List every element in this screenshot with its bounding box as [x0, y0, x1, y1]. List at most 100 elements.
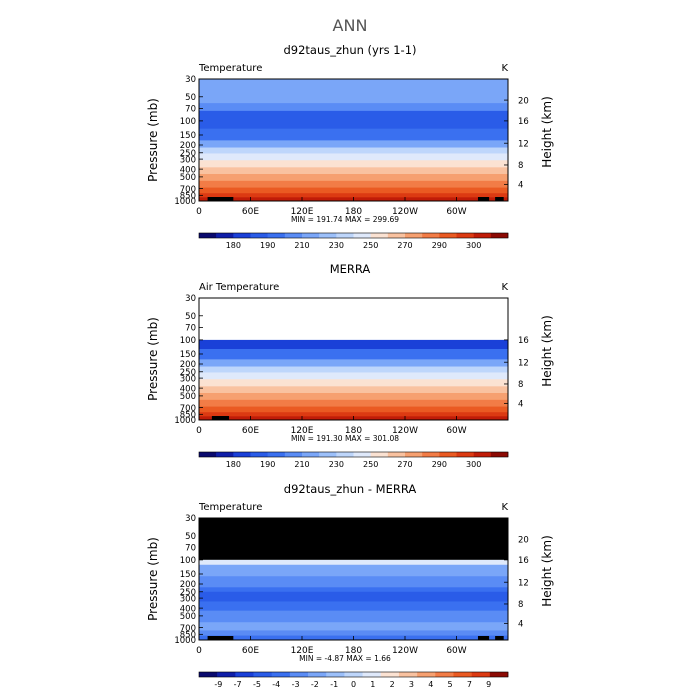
colorbar-swatch [267, 452, 286, 457]
contour-band [199, 610, 508, 623]
colorbar-label: -9 [214, 680, 222, 689]
y-tick-label: 100 [180, 336, 196, 346]
colorbar-swatch [235, 672, 254, 677]
colorbar-label: 250 [363, 460, 378, 469]
colorbar-label: 230 [329, 460, 344, 469]
contour-band [199, 79, 508, 104]
colorbar-swatch [422, 233, 440, 238]
colorbar-swatch [405, 233, 423, 238]
y-tick-label: 50 [185, 312, 196, 322]
min-max-stats: MIN = -4.87 MAX = 1.66 [299, 654, 391, 663]
colorbar-swatch [199, 672, 218, 677]
topography-mask [217, 636, 234, 640]
colorbar-swatch [271, 672, 291, 677]
colorbar-label: 300 [466, 241, 481, 250]
x-tick-label: 0 [196, 207, 202, 217]
contour-band [199, 173, 508, 182]
colorbar-swatch [302, 452, 320, 457]
x-tick-label: 60W [446, 207, 466, 217]
contour-band [199, 587, 508, 593]
y-tick-label: 500 [180, 612, 196, 622]
x-tick-label: 120W [392, 646, 418, 656]
colorbar-swatch [336, 452, 354, 457]
contour-band [199, 110, 508, 130]
topography-mask [211, 416, 230, 420]
colorbar-swatch [250, 233, 268, 238]
colorbar-label: 270 [397, 460, 412, 469]
colorbar-swatch [473, 233, 492, 238]
colorbar-swatch [456, 452, 474, 457]
contour-band [199, 167, 508, 175]
colorbar-swatch [405, 452, 423, 457]
contour-band [199, 372, 508, 380]
x-tick-label: 180 [345, 426, 362, 436]
y-tick-label: 70 [185, 324, 196, 334]
colorbar-swatch [199, 452, 217, 457]
y-tick-label: 1000 [174, 197, 196, 207]
panel-title: d92taus_zhun - MERRA [284, 482, 417, 496]
y-tick-label: 500 [180, 392, 196, 402]
colorbar-label: 270 [397, 241, 412, 250]
contour-band [199, 103, 508, 112]
colorbar-swatch [319, 233, 337, 238]
colorbar-swatch [319, 452, 337, 457]
colorbar-label: 210 [294, 241, 309, 250]
panel-left-label: Air Temperature [199, 282, 279, 293]
y-tick-label: 150 [180, 131, 196, 141]
colorbar-swatch [370, 452, 389, 457]
y-tick-label: 700 [180, 404, 196, 414]
colorbar-swatch [387, 233, 406, 238]
contour-band [199, 412, 508, 417]
y-tick-label: 1000 [174, 416, 196, 426]
contour-band [199, 601, 508, 612]
topography-mask [495, 636, 504, 640]
x-tick-label: 0 [196, 646, 202, 656]
colorbar-swatch [199, 233, 217, 238]
colorbar-frame [198, 232, 509, 239]
colorbar-swatch [284, 233, 303, 238]
y-tick-label: 50 [185, 93, 196, 103]
contour-band [199, 366, 508, 373]
colorbar-label: 1 [370, 680, 375, 689]
y-right-tick-label: 4 [518, 400, 523, 410]
y-tick-label: 700 [180, 185, 196, 195]
contour-band [199, 160, 508, 168]
y-right-tick-label: 16 [518, 117, 529, 127]
colorbar-label: 5 [448, 680, 453, 689]
y-tick-label: 1000 [174, 636, 196, 646]
colorbar-label: 290 [432, 460, 447, 469]
panel-left-label: Temperature [198, 63, 262, 74]
colorbar-swatch [471, 672, 491, 677]
main-title: ANN [333, 16, 368, 35]
y-tick-label: 50 [185, 532, 196, 542]
y-right-tick-label: 8 [518, 380, 523, 390]
colorbar-swatch [490, 452, 509, 457]
x-tick-label: 120E [291, 207, 314, 217]
colorbar-label: -7 [234, 680, 242, 689]
colorbar-label: 180 [226, 460, 241, 469]
y-right-axis-title: Height (km) [540, 96, 554, 167]
contour-band [199, 406, 508, 413]
contour-band [199, 379, 508, 387]
y-right-axis-title: Height (km) [540, 535, 554, 606]
y-axis-title: Pressure (mb) [146, 317, 160, 401]
y-right-tick-label: 16 [518, 336, 529, 346]
x-tick-label: 60E [242, 426, 259, 436]
colorbar-label: 290 [432, 241, 447, 250]
topography-mask [207, 197, 225, 201]
colorbar-label: -3 [292, 680, 300, 689]
y-tick-label: 200 [180, 580, 196, 590]
contour-band [199, 386, 508, 394]
contour-band [199, 153, 508, 161]
y-axis-title: Pressure (mb) [146, 537, 160, 621]
y-right-tick-label: 12 [518, 578, 529, 588]
contour-band [199, 564, 508, 577]
colorbar-swatch [398, 672, 418, 677]
colorbar-swatch [302, 233, 320, 238]
colorbar-swatch [289, 672, 309, 677]
contour-band [199, 187, 508, 194]
y-tick-label: 300 [180, 374, 196, 384]
colorbar-swatch [353, 452, 371, 457]
